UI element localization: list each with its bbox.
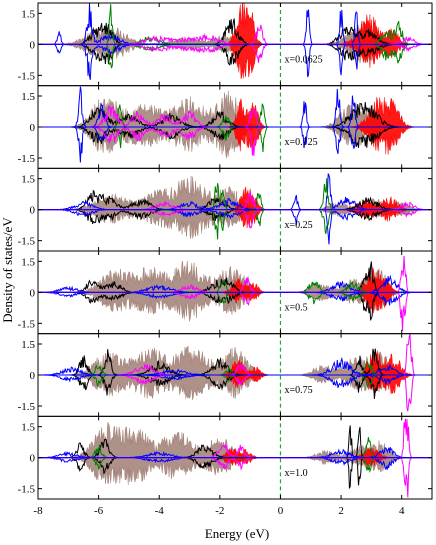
dos-area-series <box>38 260 432 293</box>
dos-line-series <box>38 102 432 128</box>
y-tick-label: 0 <box>30 205 36 217</box>
dos-line-series <box>38 291 432 321</box>
panel-label: x=1.0 <box>284 468 307 479</box>
panel-plot-area <box>38 333 432 412</box>
panel-label: x=0.5 <box>284 303 307 314</box>
y-tick-label: 0 <box>30 122 36 134</box>
panel-label: x=0.125 <box>284 137 317 148</box>
dos-line-series <box>38 261 432 293</box>
dos-line-series <box>38 43 432 66</box>
y-tick-label: 0 <box>30 370 36 382</box>
y-tick-label: 1.5 <box>21 91 35 103</box>
y-axis-title: Density of states/eV <box>0 217 15 323</box>
dos-line-series <box>38 126 432 148</box>
y-tick-label: 1.5 <box>21 8 35 20</box>
x-tick-label: 2 <box>338 505 344 517</box>
panel: 1.5 0 -1.5 x=0.75 <box>18 333 433 417</box>
x-axis: -8 -6 -4 -2 0 2 4 <box>33 505 405 517</box>
y-tick-label: -1.5 <box>18 153 36 165</box>
y-tick-label: -1.5 <box>18 318 36 330</box>
x-tick-label: 4 <box>399 505 405 517</box>
panel: 1.5 0 -1.5 x=0.125 <box>18 85 433 169</box>
panel: 1.5 0 -1.5 x=0.25 <box>18 167 433 252</box>
dos-area-series <box>38 345 432 376</box>
dos-area-series <box>38 292 432 322</box>
y-tick-label: 0 <box>30 39 36 51</box>
dos-area-series <box>38 421 432 458</box>
x-axis-title: Energy (eV) <box>205 526 269 541</box>
x-tick-label: 0 <box>278 505 284 517</box>
panel-plot-area <box>38 3 432 81</box>
y-tick-label: 1.5 <box>21 256 35 268</box>
x-tick-label: -6 <box>94 505 104 517</box>
y-tick-label: -1.5 <box>18 70 36 82</box>
panel-plot-area <box>38 173 432 245</box>
panel: 1.5 0 -1.5 x=1.0 <box>18 415 433 500</box>
y-tick-label: -1.5 <box>18 401 36 413</box>
dos-line-series <box>38 189 432 211</box>
y-tick-label: -1.5 <box>18 484 36 496</box>
x-tick-label: -2 <box>215 505 224 517</box>
y-tick-label: 0 <box>30 287 36 299</box>
panel-label: x=0.75 <box>284 385 312 396</box>
y-tick-label: 1.5 <box>21 174 35 186</box>
panel-plot-area <box>38 86 432 163</box>
panel: 1.5 0 -1.5 x=0.5 <box>18 250 433 335</box>
y-tick-label: 0 <box>30 453 36 465</box>
panel-label: x=0.25 <box>284 220 312 231</box>
x-tick-label: -4 <box>155 505 165 517</box>
y-tick-label: -1.5 <box>18 236 36 248</box>
dos-line-series <box>38 18 432 45</box>
panel-plot-area <box>38 255 432 331</box>
y-tick-label: 1.5 <box>21 339 35 351</box>
dos-line-series <box>38 361 432 376</box>
x-tick-label: -8 <box>33 505 43 517</box>
panel: 1.5 0 -1.5 x=0.0625 <box>18 2 433 87</box>
panels-layer: 1.5 0 -1.5 x=0.0625 1.5 0 -1.5 x=0.125 1.5 0 -1.5 x… <box>18 2 433 500</box>
panel-label: x=0.0625 <box>284 55 322 66</box>
y-tick-label: 1.5 <box>21 422 35 434</box>
